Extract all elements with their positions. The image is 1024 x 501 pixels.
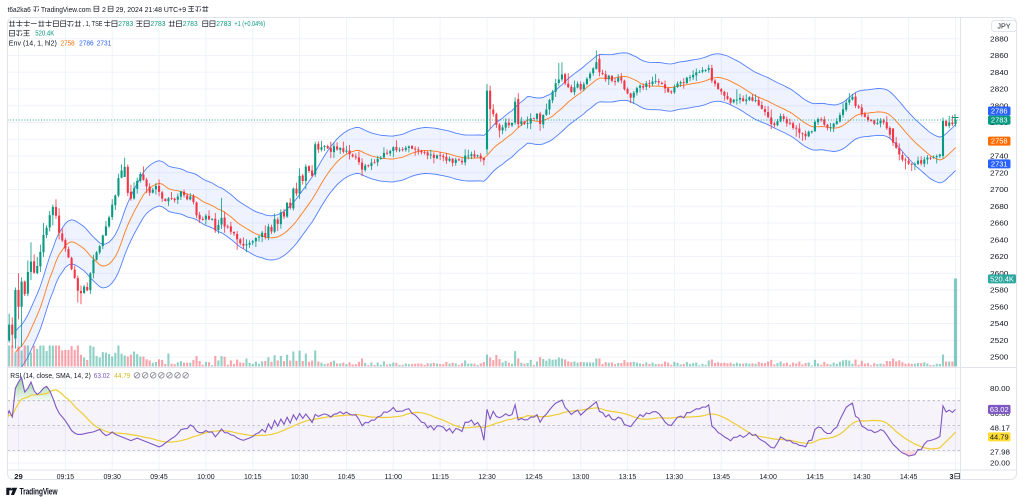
svg-text:27.98: 27.98 (990, 447, 1010, 456)
svg-text:2660: 2660 (990, 219, 1008, 228)
svg-text:2800: 2800 (990, 101, 1008, 110)
svg-text:2: 2 (102, 7, 106, 14)
svg-text:2640: 2640 (990, 235, 1008, 244)
svg-text:12:30: 12:30 (478, 472, 496, 481)
svg-text:TradingView.com: TradingView.com (41, 7, 91, 14)
svg-text:63.02: 63.02 (990, 405, 1009, 414)
svg-text:t6a2ka6: t6a2ka6 (8, 7, 31, 14)
svg-text:48.17: 48.17 (990, 424, 1010, 433)
svg-text:11:00: 11:00 (385, 472, 403, 481)
svg-text:+1 (+0.04%): +1 (+0.04%) (234, 21, 265, 28)
svg-text:09:45: 09:45 (150, 472, 168, 481)
svg-text:44.79: 44.79 (114, 373, 130, 380)
svg-text:10:15: 10:15 (244, 472, 262, 481)
svg-text:2880: 2880 (990, 34, 1008, 43)
svg-text:63.02: 63.02 (94, 373, 110, 380)
svg-text:2560: 2560 (990, 302, 1008, 311)
svg-text:2783: 2783 (216, 21, 231, 28)
svg-text:2786: 2786 (79, 40, 94, 47)
svg-text:Env (14, 1, hl2): Env (14, 1, hl2) (9, 40, 57, 47)
svg-text:2783: 2783 (118, 21, 133, 28)
svg-text:2731: 2731 (991, 160, 1008, 169)
svg-text:29: 29 (14, 472, 23, 481)
svg-text:10:00: 10:00 (197, 472, 215, 481)
svg-text:29, 2024 21:48 UTC+9: 29, 2024 21:48 UTC+9 (116, 7, 186, 14)
svg-text:14:15: 14:15 (806, 472, 824, 481)
svg-text:09:15: 09:15 (57, 472, 75, 481)
svg-text:3: 3 (950, 472, 954, 481)
svg-text:44.79: 44.79 (990, 433, 1009, 442)
svg-text:80.00: 80.00 (990, 384, 1010, 393)
svg-text:14:45: 14:45 (900, 472, 918, 481)
svg-text:13:00: 13:00 (572, 472, 590, 481)
svg-text:20.00: 20.00 (990, 459, 1010, 468)
svg-text:2783: 2783 (991, 116, 1008, 125)
svg-text:2860: 2860 (990, 51, 1008, 60)
svg-text:, 1, TSE: , 1, TSE (83, 21, 103, 28)
svg-text:2540: 2540 (990, 319, 1008, 328)
svg-text:13:30: 13:30 (666, 472, 684, 481)
svg-text:2600: 2600 (990, 269, 1008, 278)
svg-text:2786: 2786 (991, 107, 1008, 116)
svg-text:13:15: 13:15 (619, 472, 637, 481)
svg-text:2720: 2720 (990, 168, 1008, 177)
svg-text:2620: 2620 (990, 252, 1008, 261)
svg-text:2840: 2840 (990, 68, 1008, 77)
svg-text:2783: 2783 (151, 21, 166, 28)
svg-text:2820: 2820 (990, 85, 1008, 94)
svg-text:2758: 2758 (991, 137, 1008, 146)
svg-text:2758: 2758 (61, 40, 75, 47)
svg-text:10:30: 10:30 (291, 472, 309, 481)
svg-text:2700: 2700 (990, 185, 1008, 194)
svg-text:2580: 2580 (990, 286, 1008, 295)
svg-text:11:15: 11:15 (431, 472, 449, 481)
svg-text:TradingView: TradingView (20, 487, 59, 498)
svg-text:2680: 2680 (990, 202, 1008, 211)
svg-text:14:30: 14:30 (853, 472, 871, 481)
svg-text:520.4K: 520.4K (35, 31, 54, 38)
svg-text:12:45: 12:45 (525, 472, 543, 481)
svg-text:RSI (14, close, SMA, 14, 2): RSI (14, close, SMA, 14, 2) (10, 373, 91, 380)
svg-text:JPY: JPY (997, 22, 1010, 31)
svg-text:2731: 2731 (97, 40, 112, 47)
svg-text:2500: 2500 (990, 353, 1008, 362)
svg-text:2740: 2740 (990, 152, 1008, 161)
svg-text:09:30: 09:30 (103, 472, 121, 481)
svg-text:14:00: 14:00 (759, 472, 777, 481)
svg-text:2520: 2520 (990, 336, 1008, 345)
svg-text:2783: 2783 (183, 21, 198, 28)
svg-text:10:45: 10:45 (338, 472, 356, 481)
svg-text:520.4K: 520.4K (990, 275, 1014, 284)
svg-text:13:45: 13:45 (713, 472, 731, 481)
